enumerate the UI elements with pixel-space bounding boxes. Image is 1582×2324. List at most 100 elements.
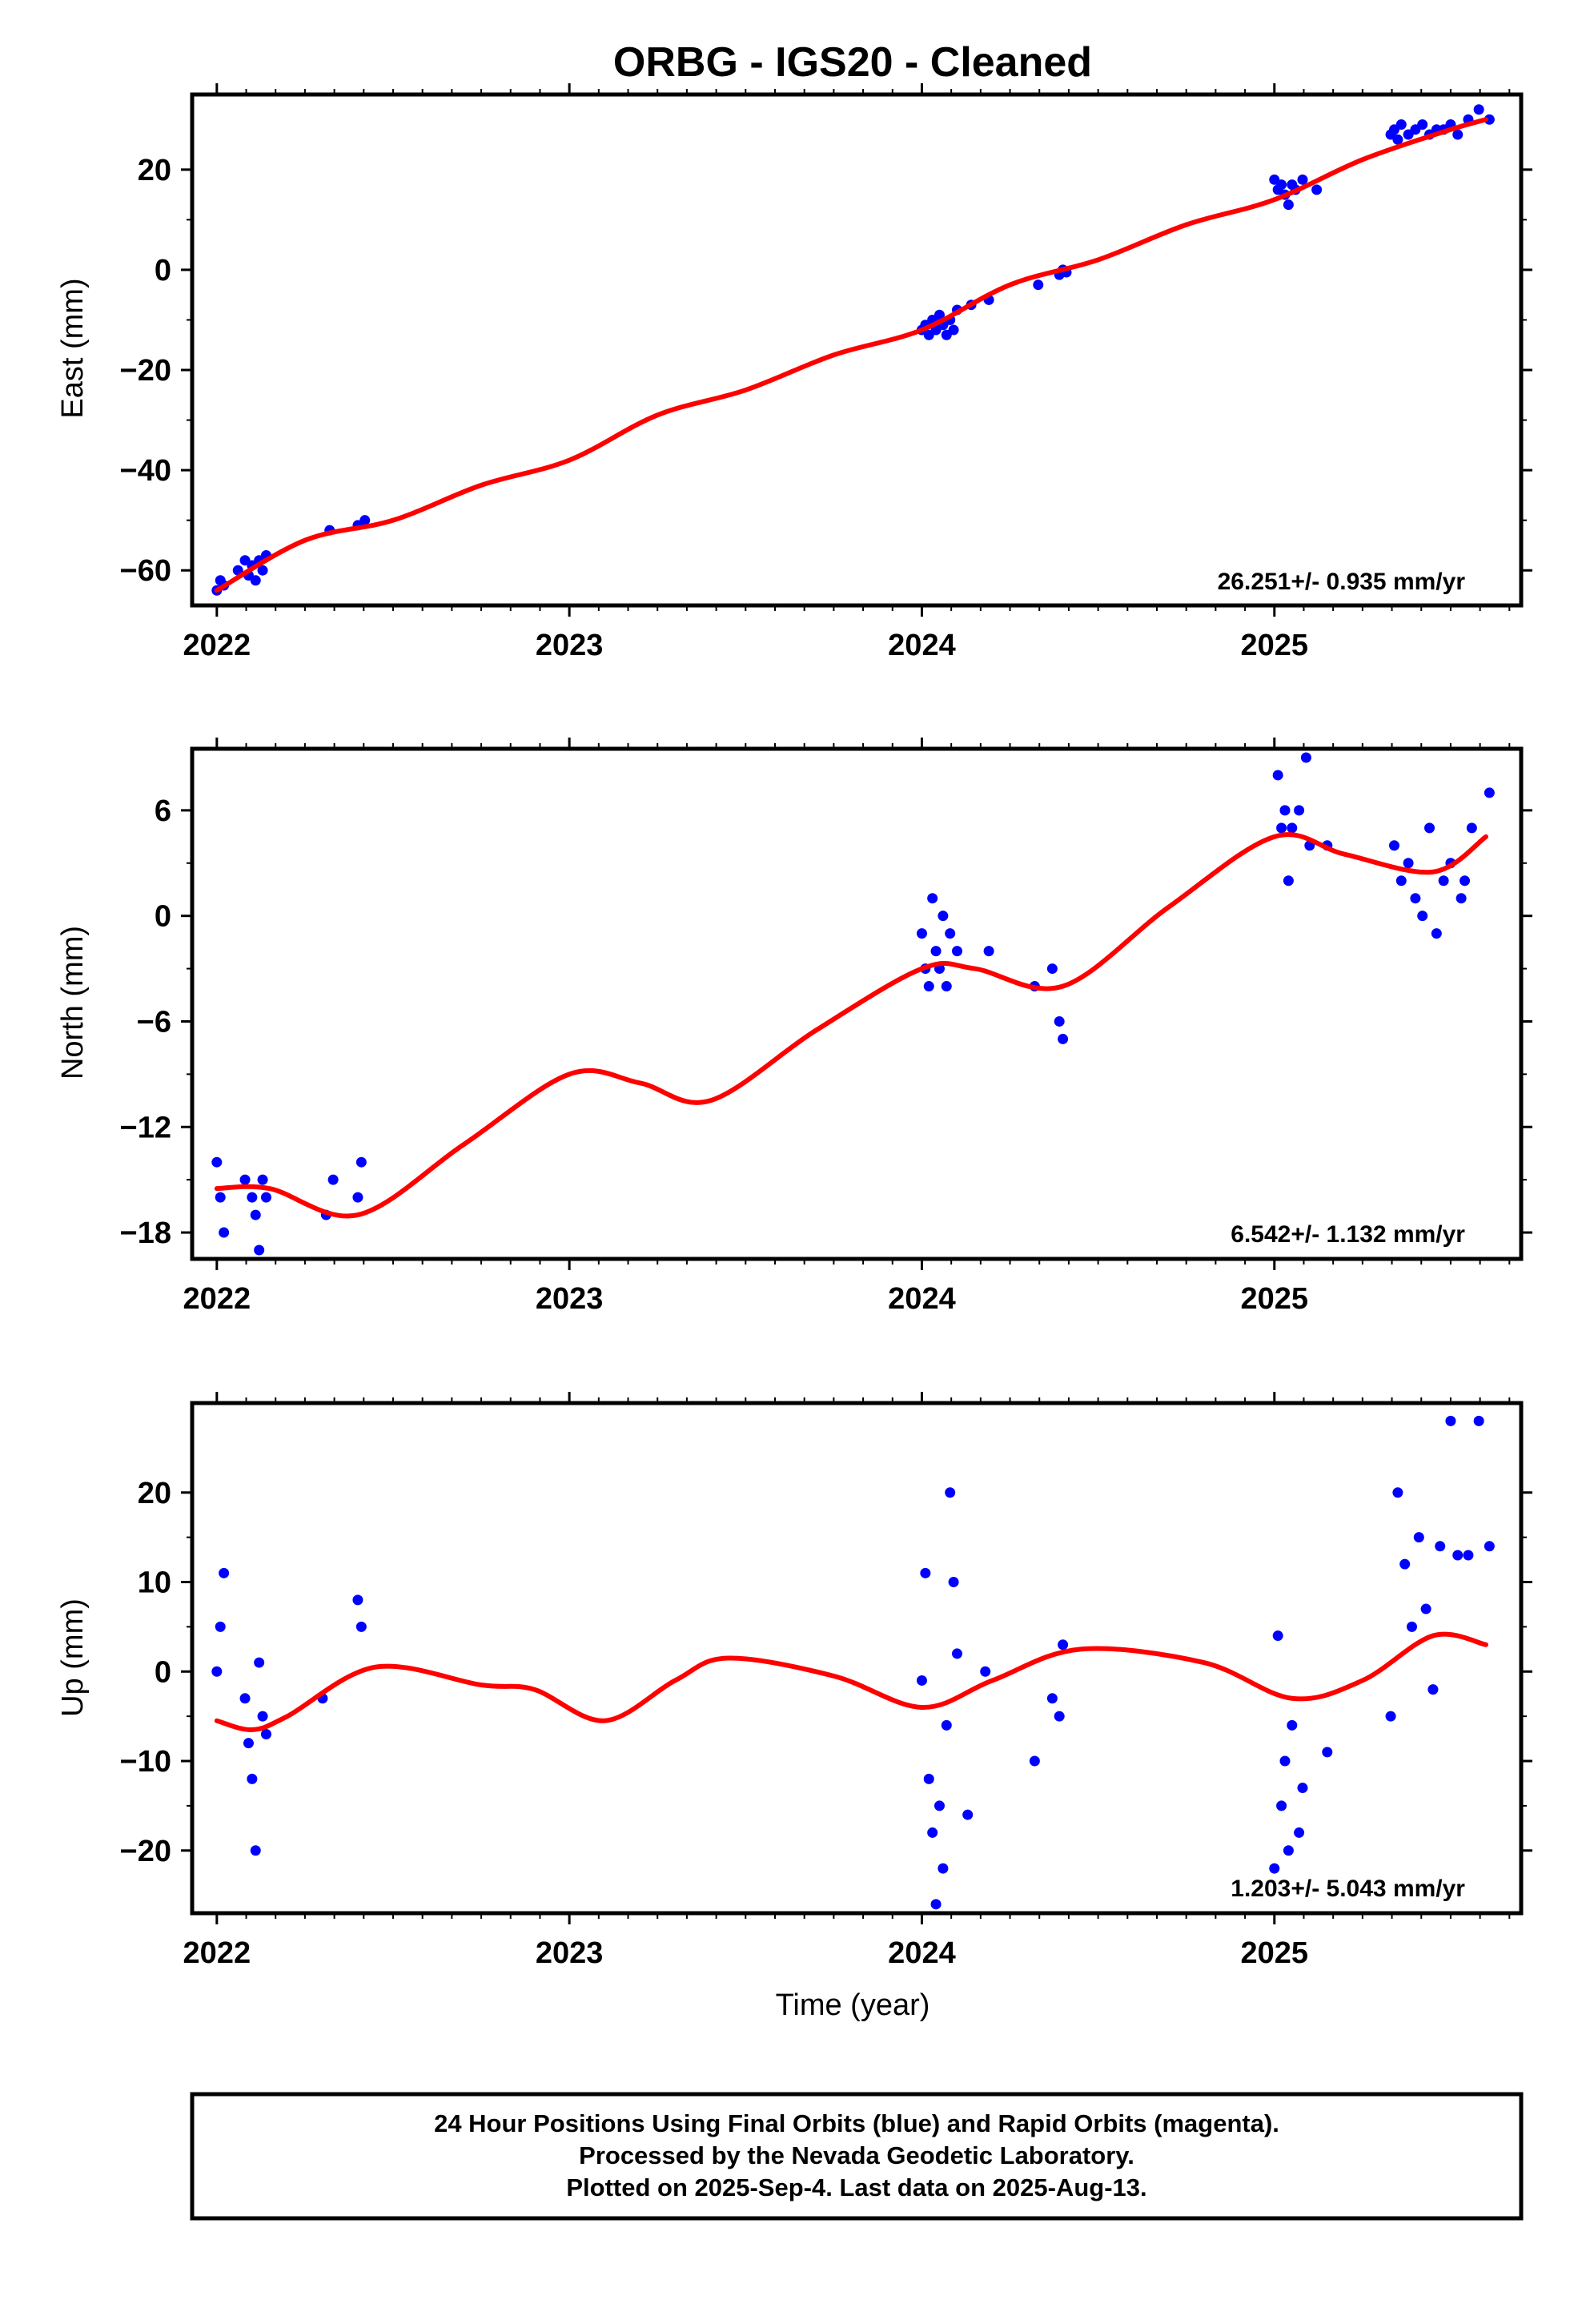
north-data-point (247, 1192, 258, 1203)
up-frame (190, 1401, 1524, 1916)
footer-line-3: Plotted on 2025-Sep-4. Last data on 2025… (566, 2173, 1146, 2201)
up-data-point (1046, 1693, 1058, 1704)
north-data-point (257, 1174, 268, 1185)
up-data-point (355, 1621, 367, 1632)
up-data-point (1420, 1603, 1431, 1614)
north-data-point (239, 1174, 251, 1185)
north-data-point (327, 1174, 339, 1185)
up-ytick-label: −20 (120, 1835, 171, 1868)
east-ytick-label: −60 (120, 554, 171, 588)
east-data-point (1417, 119, 1428, 131)
east-data-point (250, 575, 261, 586)
north-data-point (1460, 875, 1471, 887)
up-data-point (1294, 1827, 1305, 1838)
north-data-point (930, 946, 942, 957)
up-data-point (239, 1693, 251, 1704)
north-rate-label: 6.542+/- 1.132 mm/yr (1231, 1221, 1465, 1248)
north-data-point (1300, 752, 1311, 763)
up-data-point (930, 1899, 942, 1910)
footer-line-1: 24 Hour Positions Using Final Orbits (bl… (434, 2109, 1279, 2137)
footer-frame (190, 2092, 1524, 2221)
north-ytick-label: 6 (155, 794, 171, 828)
up-data-point (951, 1648, 962, 1659)
north-data (211, 752, 1495, 1256)
north-data-point (1294, 805, 1305, 816)
east-xtick-label: 2024 (888, 629, 956, 662)
north-data-point (941, 981, 952, 992)
up-xtick-label: 2025 (1241, 1936, 1309, 1970)
north-data-point (1466, 822, 1477, 834)
chart-title: ORBG - IGS20 - Cleaned (613, 39, 1092, 86)
north-data-point (1276, 822, 1287, 834)
east-data-point (359, 515, 371, 526)
north-data-point (254, 1244, 265, 1256)
up-data-point (247, 1773, 258, 1784)
north-ytick-label: −6 (137, 1005, 171, 1039)
up-data-point (211, 1666, 223, 1677)
north-data-point (219, 1227, 230, 1238)
up-data-point (1452, 1550, 1464, 1561)
north-data-point (1287, 822, 1298, 834)
up-data-point (980, 1666, 991, 1677)
east-data-point (1452, 129, 1464, 140)
east-fit-line (214, 117, 1488, 593)
up-data-point (1269, 1863, 1280, 1874)
north-ytick-label: −12 (120, 1111, 171, 1144)
east-data-point (1283, 199, 1294, 211)
north-data-point (1484, 787, 1495, 798)
north-data-point (1403, 858, 1414, 869)
north-data-point (1431, 928, 1442, 939)
east-ytick-label: −40 (120, 454, 171, 488)
east-data-point (1484, 114, 1495, 125)
up-data-point (1029, 1755, 1040, 1767)
up-data-point (1297, 1783, 1308, 1794)
north-data-point (1456, 893, 1467, 904)
up-data-point (916, 1675, 927, 1686)
up-xtick-label: 2024 (888, 1936, 956, 1970)
up-data-point (927, 1827, 938, 1838)
up-data-point (938, 1863, 949, 1874)
up-data-point (1445, 1415, 1456, 1426)
up-data-point (948, 1577, 959, 1588)
up-data-point (1279, 1755, 1291, 1767)
north-data-point (938, 911, 949, 922)
up-data-point (215, 1621, 226, 1632)
north-data-point (1388, 840, 1399, 851)
east-data-point (1033, 279, 1044, 291)
north-xtick-label: 2024 (888, 1282, 956, 1316)
up-data-point (941, 1719, 952, 1731)
east-data-point (1473, 104, 1484, 115)
north-ytick-label: 0 (155, 900, 171, 934)
east-xtick-label: 2022 (183, 629, 251, 662)
up-data-point (1435, 1541, 1446, 1552)
north-data-point (983, 946, 994, 957)
north-data-point (1054, 1015, 1065, 1027)
east-data-point (934, 309, 945, 320)
up-data-point (260, 1728, 271, 1739)
north-data-point (355, 1156, 367, 1168)
north-frame (190, 746, 1524, 1261)
up-rate-label: 1.203+/- 5.043 mm/yr (1231, 1876, 1465, 1902)
up-data-point (1463, 1550, 1474, 1561)
up-data-point (352, 1594, 363, 1606)
east-data (211, 104, 1495, 596)
north-xtick-label: 2023 (536, 1282, 604, 1316)
up-xtick-label: 2022 (183, 1936, 251, 1970)
up-data-point (1283, 1845, 1294, 1856)
up-data-point (243, 1738, 254, 1749)
up-data-point (1276, 1800, 1287, 1811)
north-xtick-label: 2025 (1241, 1282, 1309, 1316)
up-data (211, 1415, 1495, 1910)
east-frame (190, 92, 1524, 608)
east-xtick-label: 2023 (536, 629, 604, 662)
north-xtick-label: 2022 (183, 1282, 251, 1316)
up-data-point (1407, 1621, 1418, 1632)
north-data-point (1438, 875, 1449, 887)
up-ytick-label: −10 (120, 1745, 171, 1779)
up-data-point (1054, 1711, 1065, 1722)
up-data-point (1473, 1415, 1484, 1426)
north-data-point (1046, 963, 1058, 975)
north-fit-line (214, 832, 1488, 1219)
up-data-point (1427, 1684, 1439, 1695)
up-ytick-label: 0 (155, 1655, 171, 1689)
